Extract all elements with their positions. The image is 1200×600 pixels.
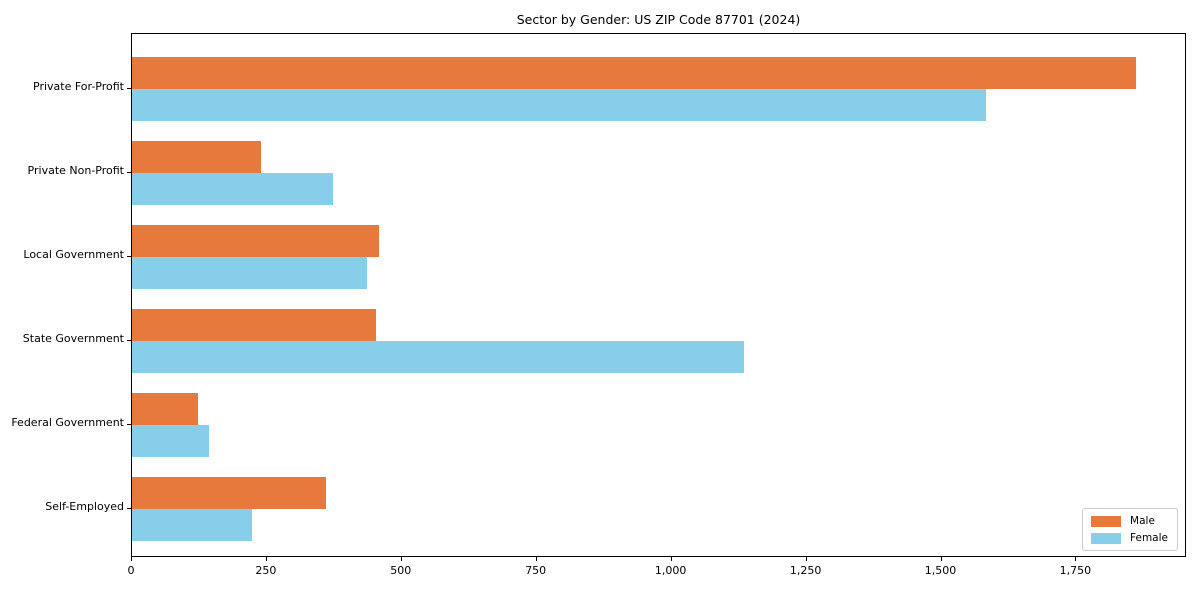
x-tick-mark — [670, 557, 672, 561]
y-tick-mark — [127, 256, 131, 257]
legend-entry-male: Male — [1091, 515, 1168, 527]
x-axis-label-500: 500 — [390, 564, 412, 577]
x-tick-mark — [131, 557, 132, 561]
bar-female-federal-government — [132, 425, 210, 457]
bar-female-private-non-profit — [132, 173, 334, 205]
x-axis-label-1750: 1,750 — [1059, 564, 1092, 577]
x-axis-label-250: 250 — [255, 564, 277, 577]
y-tick-mark — [127, 172, 131, 173]
legend-label-female: Female — [1130, 532, 1168, 544]
plot-area: Male Female — [131, 33, 1186, 557]
legend: Male Female — [1082, 508, 1178, 551]
x-tick-mark — [265, 557, 267, 561]
x-axis-label-750: 750 — [525, 564, 547, 577]
y-axis-label-private-for-profit: Private For-Profit — [33, 80, 124, 93]
bar-male-private-for-profit — [132, 57, 1136, 89]
x-axis-label-1250: 1,250 — [789, 564, 822, 577]
bar-female-local-government — [132, 257, 368, 289]
bar-male-federal-government — [132, 393, 199, 425]
legend-swatch-male — [1091, 515, 1122, 527]
chart-title: Sector by Gender: US ZIP Code 87701 (202… — [516, 12, 801, 27]
x-tick-mark — [400, 557, 402, 561]
y-tick-mark — [127, 424, 131, 425]
legend-label-male: Male — [1130, 515, 1155, 527]
legend-swatch-female — [1091, 532, 1122, 544]
y-axis-label-federal-government: Federal Government — [11, 416, 124, 429]
y-axis-label-private-non-profit: Private Non-Profit — [27, 164, 124, 177]
y-axis-label-self-employed: Self-Employed — [45, 500, 124, 513]
y-axis-label-state-government: State Government — [22, 332, 124, 345]
x-tick-mark — [805, 557, 807, 561]
x-axis-label-0: 0 — [127, 564, 135, 577]
bar-female-private-for-profit — [132, 89, 987, 121]
bar-male-private-non-profit — [132, 141, 261, 173]
bar-female-state-government — [132, 341, 744, 373]
bar-male-local-government — [132, 225, 379, 257]
x-tick-mark — [940, 557, 942, 561]
x-tick-mark — [1075, 557, 1077, 561]
bar-male-self-employed — [132, 477, 326, 509]
y-tick-mark — [127, 340, 131, 341]
bar-female-self-employed — [132, 509, 252, 541]
y-axis-label-local-government: Local Government — [23, 248, 124, 261]
x-axis-label-1500: 1,500 — [924, 564, 957, 577]
x-tick-mark — [535, 557, 537, 561]
bar-male-state-government — [132, 309, 376, 341]
y-tick-mark — [127, 508, 131, 509]
legend-entry-female: Female — [1091, 532, 1168, 544]
x-axis-label-1000: 1,000 — [654, 564, 687, 577]
y-tick-mark — [127, 88, 131, 89]
